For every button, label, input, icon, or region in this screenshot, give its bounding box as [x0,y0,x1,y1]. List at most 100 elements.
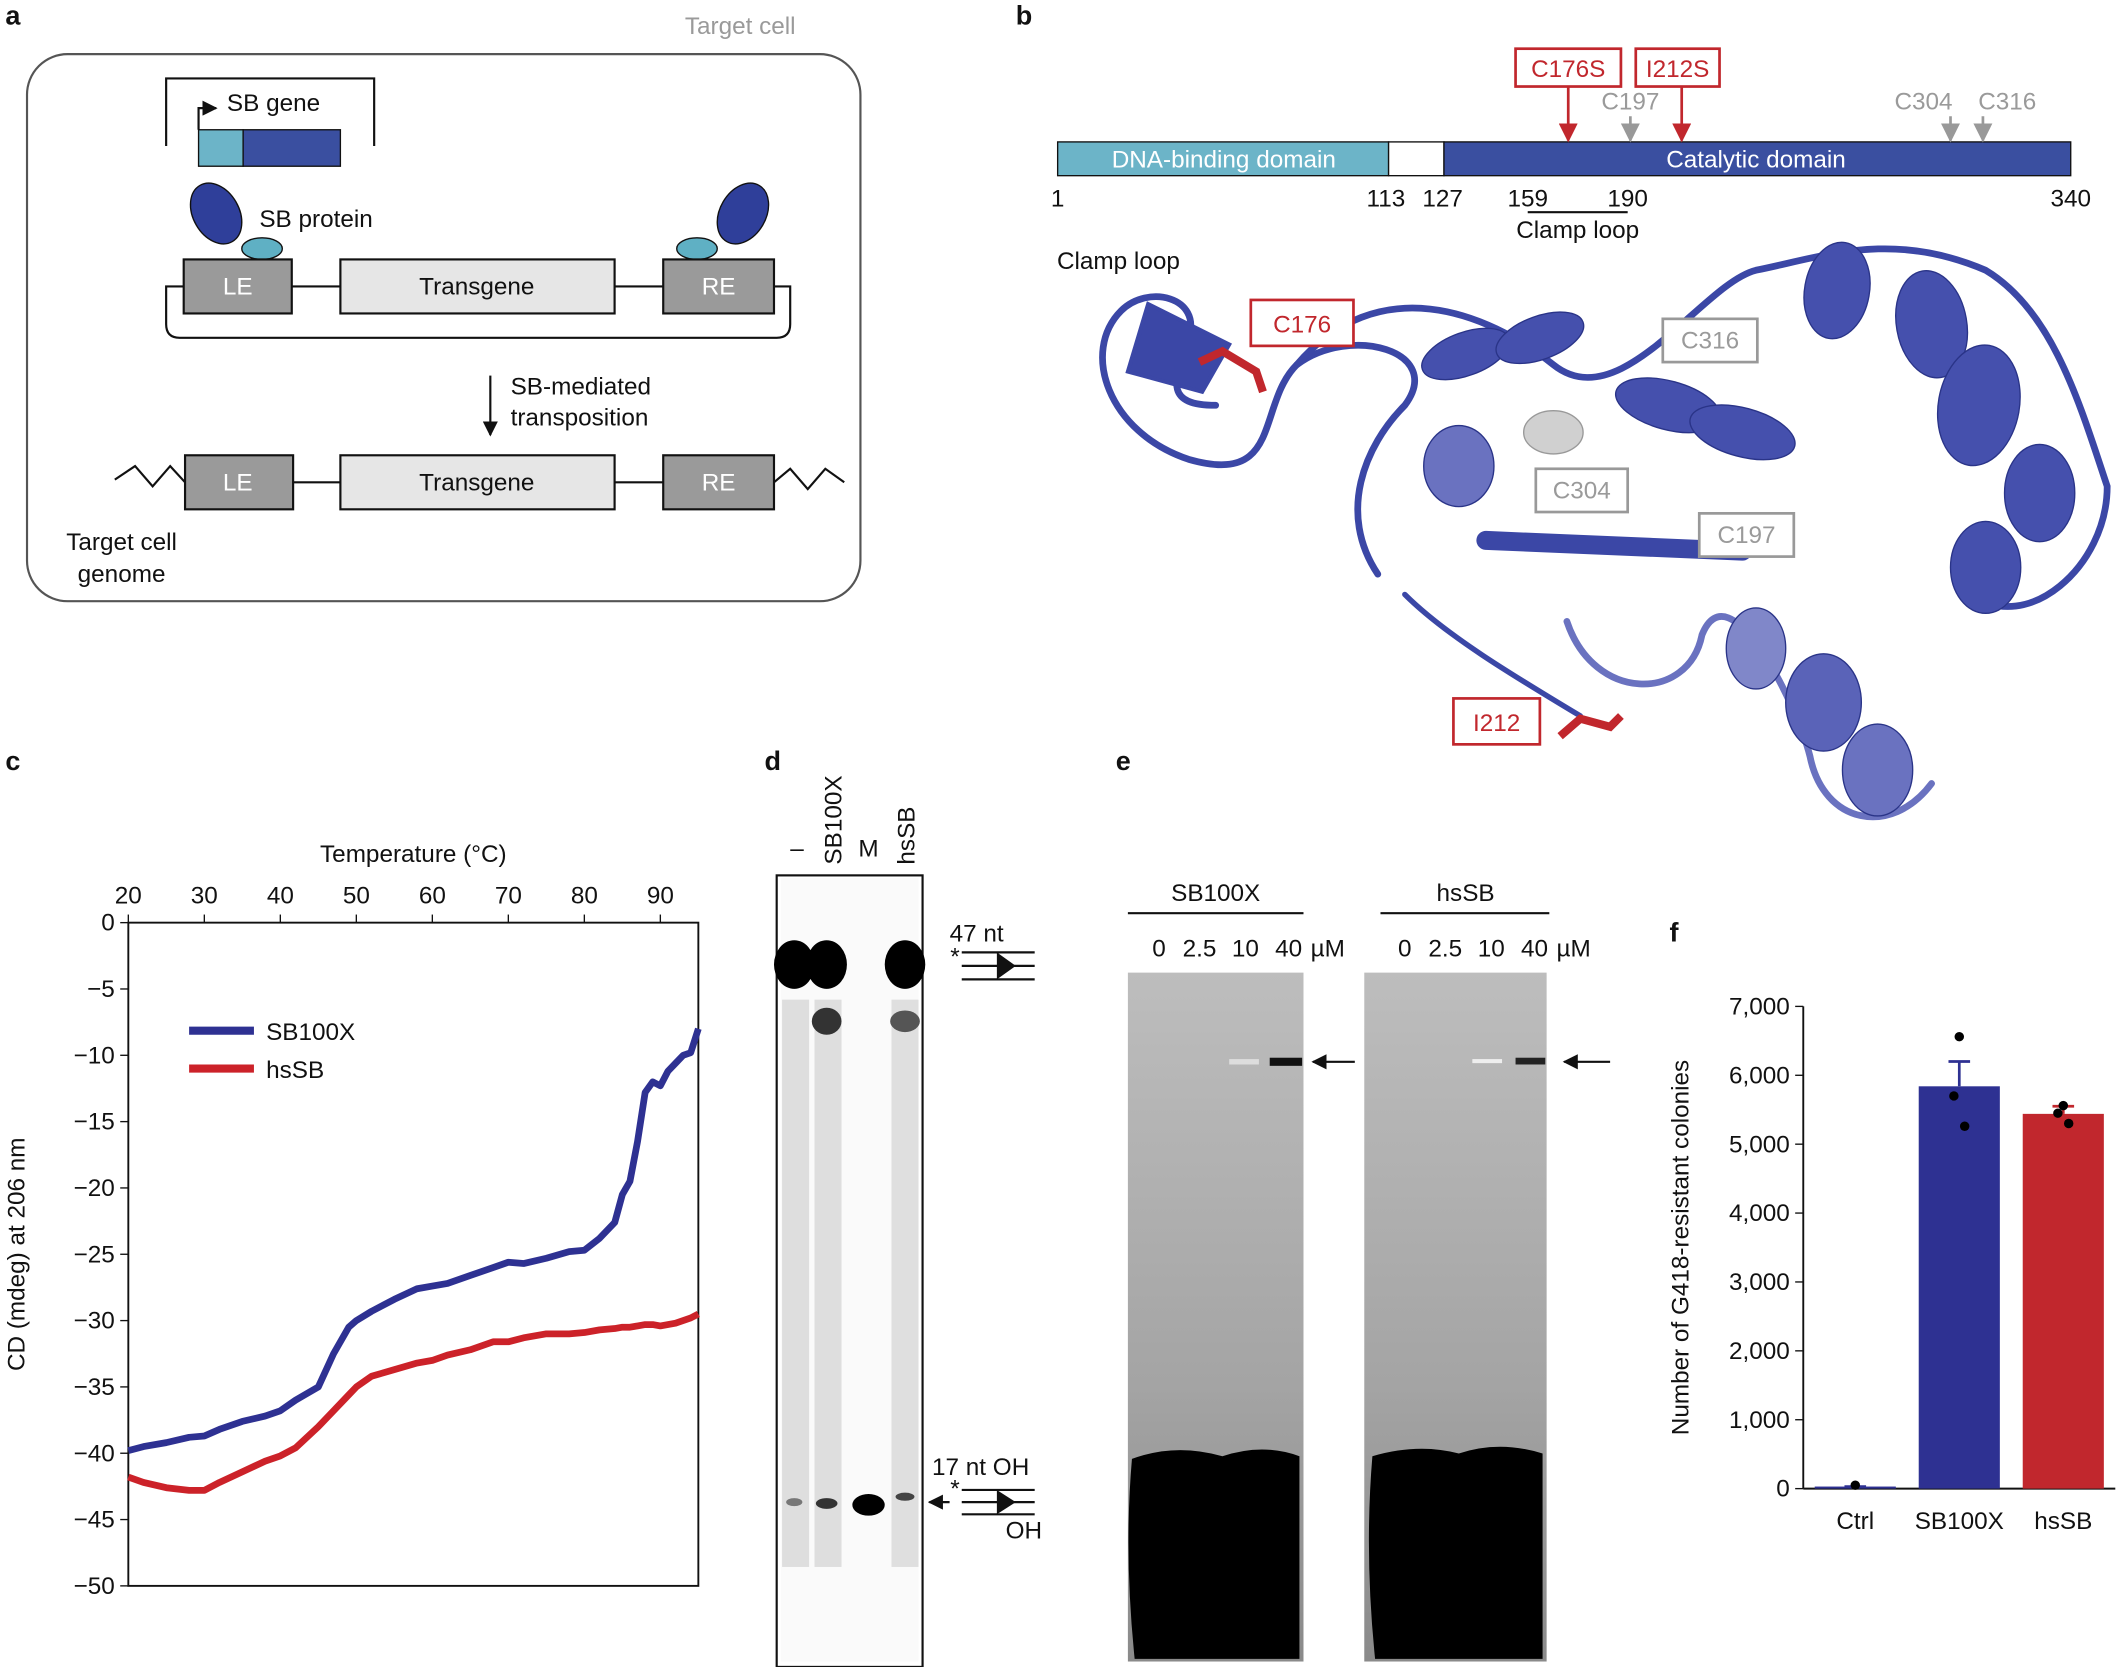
domain-label: Catalytic domain [1666,147,1846,174]
position-label: 127 [1422,186,1463,213]
le-box [183,454,295,511]
element-label: LE [223,469,253,496]
data-point [2053,1108,2063,1118]
y-tick-label: −45 [74,1507,115,1534]
panel-letter: f [1670,918,1680,948]
transposon-backbone [165,285,792,339]
clamp-label: Clamp loop [1057,248,1180,275]
x-tick-label: 70 [495,883,522,910]
data-point [1949,1091,1959,1101]
conc-label: µM [1557,935,1591,962]
residue-label: C197 [1717,522,1775,549]
panel-d-gel [773,874,1035,1667]
element-label: RE [702,469,736,496]
le-box [182,258,293,315]
cell-title: Target cell [685,13,796,40]
element-label: Transgene [419,469,534,496]
cysteine-label: C197 [1601,88,1659,115]
data-point [1850,1480,1861,1490]
position-label: 1 [1051,186,1065,213]
y-tick-label: 6,000 [1729,1062,1790,1089]
y-tick-label: 5,000 [1729,1131,1790,1158]
panel-letter: c [5,746,20,776]
mutation-box [1634,47,1721,88]
y-tick-label: −15 [74,1109,115,1136]
y-tick-label: −30 [74,1308,115,1335]
data-point [1954,1031,1965,1042]
step-label: SB-mediated [511,374,651,401]
data-line [127,1027,702,1454]
data-point [2063,1118,2074,1129]
linker-bar [1387,141,1445,177]
genome-label: genome [78,561,166,588]
residue-label: I212 [1473,710,1520,737]
y-tick-label: 2,000 [1729,1338,1790,1365]
y-tick-label: 0 [101,910,115,937]
label-box [1697,512,1796,558]
i212-residue [1557,713,1624,740]
x-tick-label: Ctrl [1836,1508,1874,1535]
data-line [127,1310,700,1494]
panel-letter: e [1116,746,1131,776]
end-label: OH [1006,1518,1042,1545]
legend-label: hsSB [266,1057,324,1084]
y-tick-label: −10 [74,1042,115,1069]
lane-label: M [858,835,878,862]
genome-dna [114,464,845,491]
position-label: 340 [2050,186,2091,213]
panel-letter: d [765,746,782,776]
y-tick-label: −35 [74,1374,115,1401]
promoter-arrow [197,100,218,130]
re-box [662,258,776,315]
lane-label: hsSB [893,806,920,864]
dbd-bar [1056,141,1390,177]
y-tick-label: −50 [74,1573,115,1600]
bar [2022,1113,2104,1489]
gene-cat [242,129,342,167]
element-label: LE [223,274,253,301]
conc-label: 10 [1478,935,1505,962]
y-axis-title: Number of G418-resistant colonies [1667,1060,1694,1435]
label-box [1661,317,1759,364]
helices [1421,241,2076,817]
y-axis-title: CD (mdeg) at 206 nm [3,1137,30,1371]
element-label: Transgene [419,274,534,301]
mutation-label: C176S [1531,56,1605,83]
label-box [1452,697,1542,746]
label-box [1249,298,1355,348]
conc-label: 40 [1275,935,1302,962]
y-tick-label: 1,000 [1729,1407,1790,1434]
residue-label: C316 [1681,328,1739,355]
y-tick-label: 3,000 [1729,1269,1790,1296]
cell-outline [25,53,862,603]
conc-label: 0 [1398,935,1412,962]
panel-letter: b [1016,0,1033,30]
lane-label: – [790,835,804,862]
re-box [662,454,776,511]
position-label: 113 [1367,186,1406,213]
domain-label: DNA-binding domain [1112,147,1336,174]
position-label: 159 [1507,186,1548,213]
panel-b-diagram [1056,47,2111,821]
conc-label: 40 [1521,935,1548,962]
x-tick-label: SB100X [1915,1508,2004,1535]
x-tick-label: 20 [115,883,142,910]
x-tick-label: 40 [267,883,294,910]
sb-dbd [676,237,718,261]
size-label: 47 nt [950,921,1004,948]
bar [1918,1086,2000,1489]
label-box [1534,467,1630,514]
element-label: RE [702,274,736,301]
error-bar [1948,1060,1971,1087]
y-tick-label: −5 [87,976,115,1003]
genome-label: Target cell [66,529,177,556]
data-point [2058,1100,2069,1111]
size-label: 17 nt OH [932,1454,1029,1481]
residue-label: C304 [1553,478,1611,505]
cysteine-label: C304 [1894,88,1952,115]
position-label: 190 [1607,186,1648,213]
sb-protein [189,182,243,245]
x-axis-title: Temperature (°C) [320,841,507,868]
